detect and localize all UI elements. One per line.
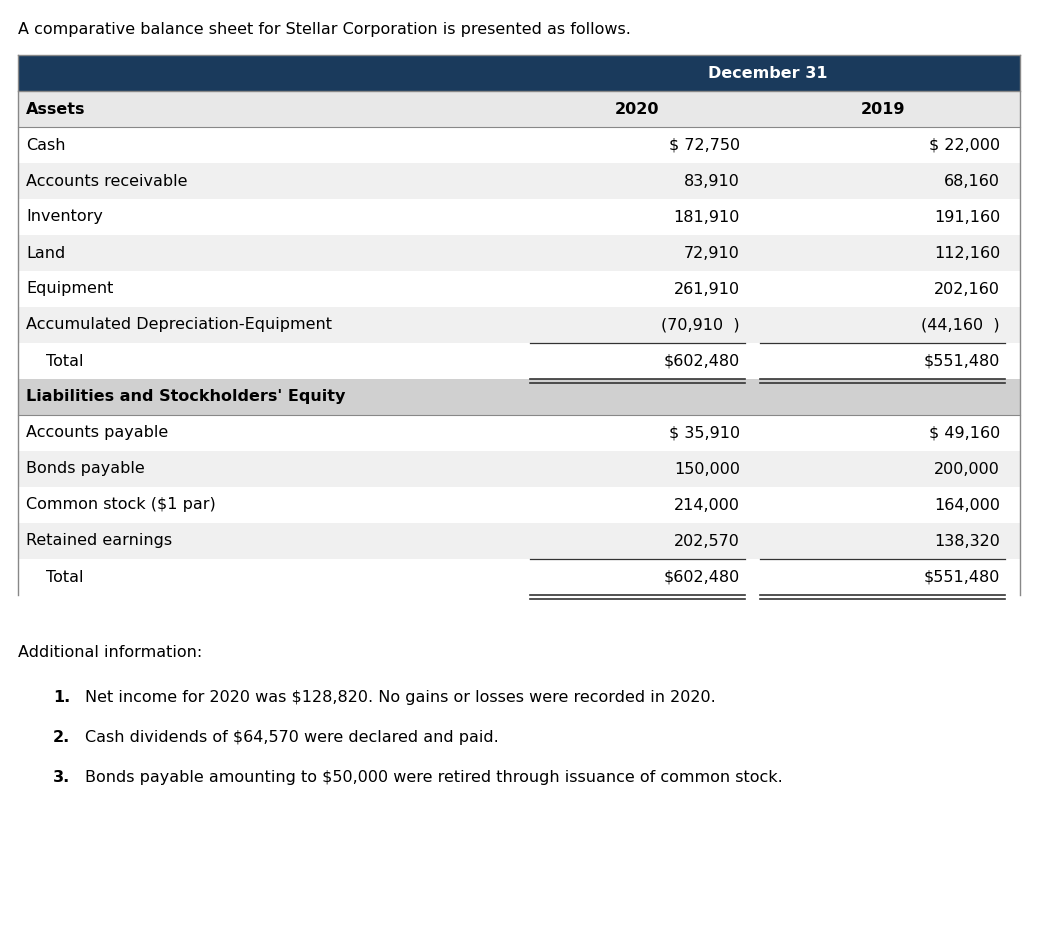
Text: $551,480: $551,480	[923, 569, 1000, 585]
Text: 261,910: 261,910	[674, 282, 740, 296]
Text: Bonds payable: Bonds payable	[26, 462, 144, 477]
Bar	[18, 415, 1020, 451]
Text: Total: Total	[46, 353, 84, 368]
Text: Inventory: Inventory	[26, 209, 103, 225]
Text: 150,000: 150,000	[674, 462, 740, 477]
Text: 3.: 3.	[52, 770, 70, 785]
Bar	[18, 199, 1020, 235]
Text: 214,000: 214,000	[674, 498, 740, 512]
Text: Accounts receivable: Accounts receivable	[26, 173, 187, 188]
Bar	[18, 55, 1020, 91]
Text: Net income for 2020 was $128,820. No gains or losses were recorded in 2020.: Net income for 2020 was $128,820. No gai…	[85, 690, 716, 705]
Bar	[18, 271, 1020, 307]
Text: A comparative balance sheet for Stellar Corporation is presented as follows.: A comparative balance sheet for Stellar …	[18, 22, 631, 37]
Text: $602,480: $602,480	[664, 569, 740, 585]
Text: $ 22,000: $ 22,000	[929, 137, 1000, 152]
Bar	[18, 487, 1020, 523]
Text: 164,000: 164,000	[934, 498, 1000, 512]
Bar	[18, 379, 1020, 415]
Text: Land: Land	[26, 246, 65, 261]
Text: 2019: 2019	[861, 102, 905, 116]
Text: Accumulated Depreciation-Equipment: Accumulated Depreciation-Equipment	[26, 318, 332, 332]
Bar	[18, 127, 1020, 163]
Text: $ 35,910: $ 35,910	[669, 426, 740, 441]
Text: 202,570: 202,570	[674, 533, 740, 548]
Bar	[18, 163, 1020, 199]
Text: Total: Total	[46, 569, 84, 585]
Text: 83,910: 83,910	[684, 173, 740, 188]
Text: 68,160: 68,160	[944, 173, 1000, 188]
Text: 202,160: 202,160	[934, 282, 1000, 296]
Bar	[18, 235, 1020, 271]
Text: $602,480: $602,480	[664, 353, 740, 368]
Text: 112,160: 112,160	[934, 246, 1000, 261]
Text: $ 72,750: $ 72,750	[669, 137, 740, 152]
Bar	[18, 451, 1020, 487]
Text: $551,480: $551,480	[923, 353, 1000, 368]
Text: 200,000: 200,000	[934, 462, 1000, 477]
Bar	[18, 91, 1020, 127]
Bar	[18, 559, 1020, 595]
Text: Bonds payable amounting to $50,000 were retired through issuance of common stock: Bonds payable amounting to $50,000 were …	[85, 770, 783, 785]
Text: (70,910  ): (70,910 )	[662, 318, 740, 332]
Text: Liabilities and Stockholders' Equity: Liabilities and Stockholders' Equity	[26, 389, 346, 405]
Text: Equipment: Equipment	[26, 282, 113, 296]
Text: Additional information:: Additional information:	[18, 645, 202, 660]
Text: 72,910: 72,910	[684, 246, 740, 261]
Bar	[18, 307, 1020, 343]
Text: 191,160: 191,160	[934, 209, 1000, 225]
Text: 181,910: 181,910	[673, 209, 740, 225]
Text: Cash dividends of $64,570 were declared and paid.: Cash dividends of $64,570 were declared …	[85, 730, 498, 745]
Text: Common stock ($1 par): Common stock ($1 par)	[26, 498, 216, 512]
Text: $ 49,160: $ 49,160	[929, 426, 1000, 441]
Bar	[18, 523, 1020, 559]
Text: Accounts payable: Accounts payable	[26, 426, 169, 441]
Text: 2020: 2020	[616, 102, 660, 116]
Text: Cash: Cash	[26, 137, 66, 152]
Text: 1.: 1.	[52, 690, 70, 705]
Text: Assets: Assets	[26, 102, 86, 116]
Text: (44,160  ): (44,160 )	[921, 318, 1000, 332]
Bar	[18, 343, 1020, 379]
Text: December 31: December 31	[708, 66, 827, 81]
Text: Retained earnings: Retained earnings	[26, 533, 172, 548]
Text: 138,320: 138,320	[934, 533, 1000, 548]
Text: 2.: 2.	[52, 730, 70, 745]
